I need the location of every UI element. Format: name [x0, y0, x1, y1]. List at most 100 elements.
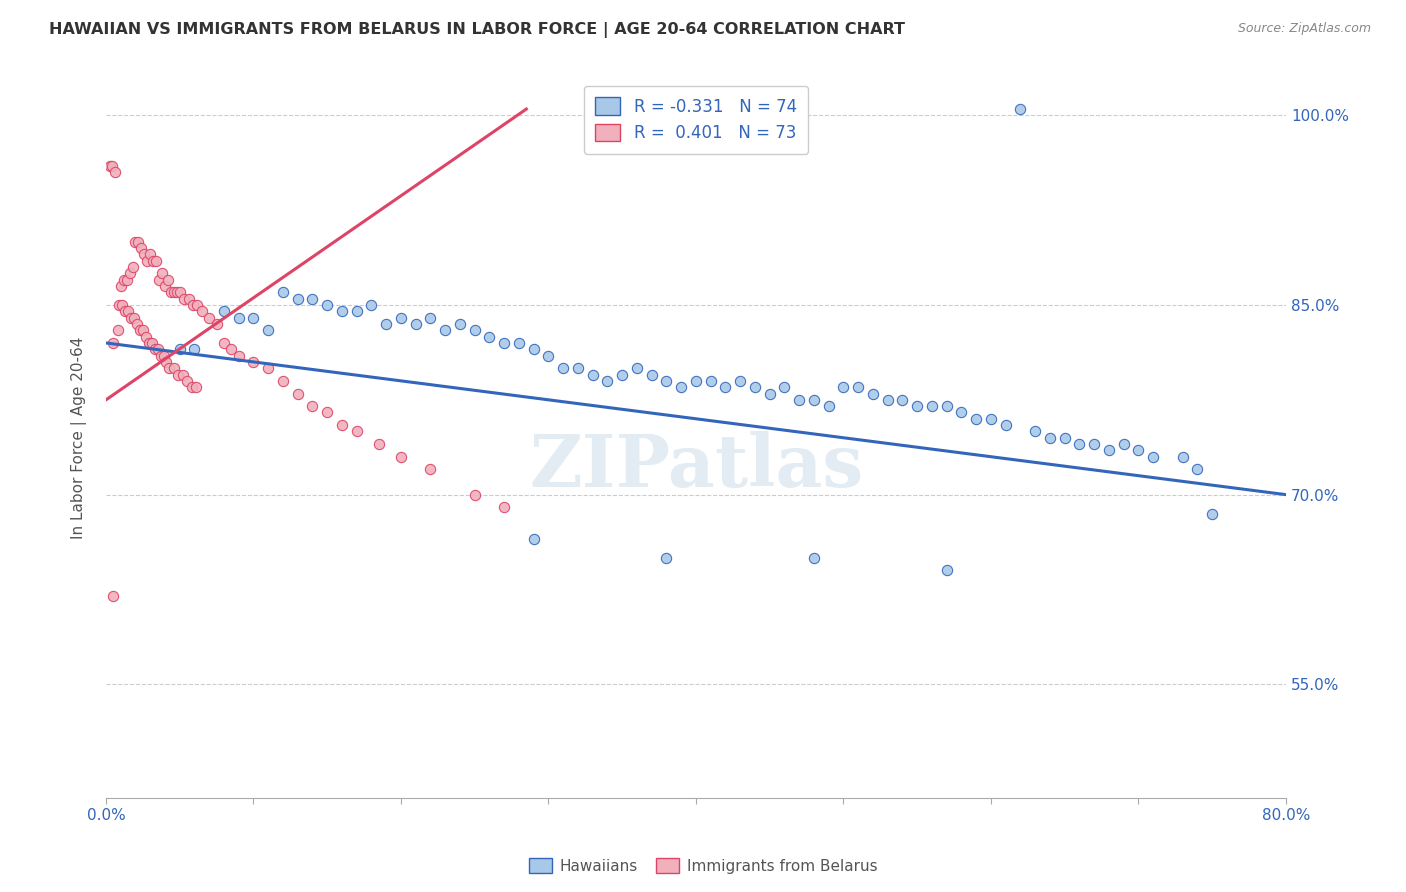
Point	[271, 285, 294, 300]
Point	[121, 260, 143, 274]
Point	[112, 273, 135, 287]
Point	[122, 310, 145, 325]
Point	[360, 298, 382, 312]
Point	[153, 279, 176, 293]
Point	[180, 380, 202, 394]
Point	[146, 343, 169, 357]
Point	[419, 462, 441, 476]
Point	[1083, 437, 1105, 451]
Point	[553, 361, 575, 376]
Point	[186, 298, 208, 312]
Point	[346, 304, 368, 318]
Point	[156, 273, 179, 287]
Point	[375, 317, 398, 331]
Point	[508, 335, 530, 350]
Point	[115, 273, 138, 287]
Point	[198, 310, 221, 325]
Point	[149, 349, 172, 363]
Point	[136, 253, 159, 268]
Point	[257, 323, 280, 337]
Point	[758, 386, 780, 401]
Point	[921, 399, 943, 413]
Point	[108, 298, 131, 312]
Legend: R = -0.331   N = 74, R =  0.401   N = 73: R = -0.331 N = 74, R = 0.401 N = 73	[583, 86, 808, 153]
Point	[846, 380, 869, 394]
Point	[1010, 102, 1032, 116]
Point	[173, 292, 195, 306]
Point	[1024, 425, 1046, 439]
Point	[891, 392, 914, 407]
Point	[257, 361, 280, 376]
Point	[316, 298, 339, 312]
Point	[287, 386, 309, 401]
Point	[228, 310, 250, 325]
Point	[832, 380, 855, 394]
Point	[367, 437, 389, 451]
Point	[107, 323, 129, 337]
Point	[744, 380, 766, 394]
Point	[1053, 431, 1076, 445]
Point	[139, 247, 162, 261]
Point	[1039, 431, 1062, 445]
Point	[103, 589, 125, 603]
Point	[582, 368, 605, 382]
Point	[728, 374, 751, 388]
Point	[143, 343, 166, 357]
Point	[104, 165, 127, 179]
Point	[596, 374, 619, 388]
Point	[405, 317, 427, 331]
Point	[301, 399, 323, 413]
Text: HAWAIIAN VS IMMIGRANTS FROM BELARUS IN LABOR FORCE | AGE 20-64 CORRELATION CHART: HAWAIIAN VS IMMIGRANTS FROM BELARUS IN L…	[49, 22, 905, 38]
Point	[101, 159, 124, 173]
Point	[150, 267, 173, 281]
Point	[181, 298, 204, 312]
Point	[212, 335, 235, 350]
Point	[131, 241, 153, 255]
Point	[177, 292, 200, 306]
Point	[612, 368, 634, 382]
Point	[118, 267, 141, 281]
Point	[242, 355, 264, 369]
Point	[242, 310, 264, 325]
Point	[567, 361, 589, 376]
Point	[389, 450, 412, 464]
Point	[205, 317, 228, 331]
Point	[346, 425, 368, 439]
Point	[626, 361, 648, 376]
Point	[773, 380, 796, 394]
Point	[787, 392, 810, 407]
Point	[166, 285, 188, 300]
Point	[163, 361, 186, 376]
Point	[221, 343, 243, 357]
Point	[125, 317, 148, 331]
Point	[330, 304, 353, 318]
Point	[183, 343, 205, 357]
Point	[169, 343, 191, 357]
Point	[142, 253, 165, 268]
Point	[124, 235, 146, 249]
Point	[301, 292, 323, 306]
Text: Source: ZipAtlas.com: Source: ZipAtlas.com	[1237, 22, 1371, 36]
Point	[862, 386, 884, 401]
Point	[965, 411, 987, 425]
Point	[523, 532, 546, 546]
Point	[160, 285, 183, 300]
Point	[803, 550, 825, 565]
Point	[699, 374, 721, 388]
Point	[1142, 450, 1164, 464]
Point	[876, 392, 898, 407]
Point	[287, 292, 309, 306]
Point	[157, 361, 180, 376]
Point	[129, 323, 152, 337]
Point	[184, 380, 207, 394]
Point	[478, 329, 501, 343]
Point	[464, 323, 486, 337]
Point	[935, 399, 957, 413]
Point	[152, 349, 174, 363]
Point	[494, 500, 516, 515]
Point	[100, 159, 122, 173]
Point	[103, 335, 125, 350]
Point	[148, 273, 170, 287]
Point	[163, 285, 186, 300]
Point	[228, 349, 250, 363]
